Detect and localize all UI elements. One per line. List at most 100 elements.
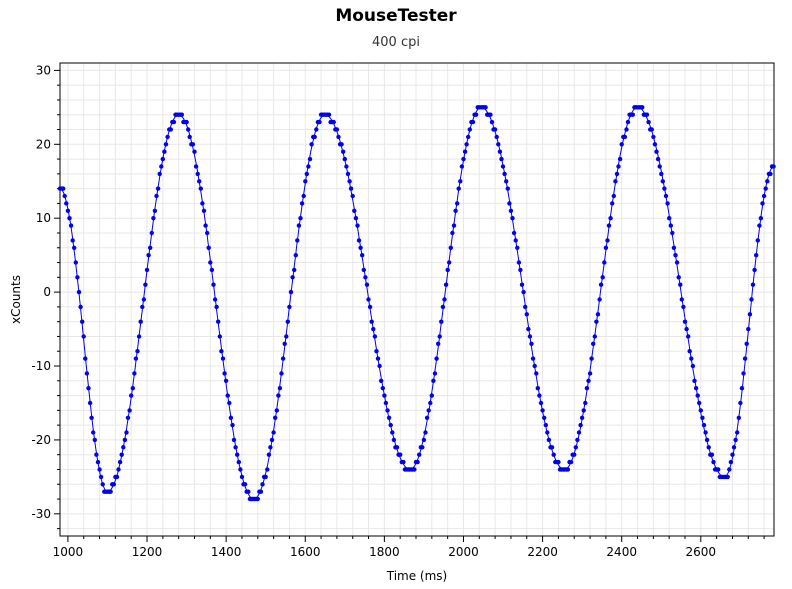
data-point bbox=[81, 334, 86, 339]
data-point bbox=[744, 341, 749, 346]
data-point bbox=[375, 356, 381, 361]
data-point bbox=[470, 119, 476, 125]
y-axis-title: xCounts bbox=[9, 275, 23, 324]
data-point bbox=[239, 474, 245, 480]
data-point bbox=[529, 341, 534, 346]
data-point bbox=[543, 422, 548, 428]
data-point bbox=[545, 430, 550, 435]
data-point bbox=[100, 482, 105, 487]
data-point bbox=[255, 496, 260, 502]
data-point bbox=[453, 208, 458, 213]
data-point bbox=[725, 474, 730, 480]
data-point bbox=[497, 149, 503, 154]
data-point bbox=[309, 142, 314, 147]
data-point bbox=[728, 459, 734, 465]
data-point bbox=[219, 349, 224, 354]
data-point bbox=[649, 127, 654, 132]
data-point bbox=[341, 149, 346, 154]
data-point bbox=[67, 216, 72, 221]
data-point bbox=[757, 223, 762, 228]
data-point bbox=[448, 245, 453, 250]
data-point bbox=[155, 186, 161, 191]
data-point bbox=[668, 223, 673, 228]
data-point bbox=[704, 437, 710, 443]
y-tick-label: -30 bbox=[31, 507, 51, 521]
data-point bbox=[379, 378, 384, 383]
y-tick-label: -10 bbox=[31, 359, 51, 373]
data-point bbox=[217, 334, 222, 339]
x-axis-title: Time (ms) bbox=[386, 569, 448, 583]
data-point bbox=[334, 127, 340, 132]
data-point bbox=[127, 408, 132, 413]
data-point bbox=[353, 216, 359, 221]
data-point bbox=[146, 253, 151, 258]
data-point bbox=[86, 386, 91, 391]
data-point bbox=[193, 164, 199, 169]
data-point bbox=[151, 216, 156, 221]
data-point bbox=[367, 304, 373, 310]
data-point bbox=[352, 208, 357, 213]
data-point bbox=[537, 393, 542, 398]
data-point bbox=[326, 112, 332, 117]
data-point bbox=[165, 134, 170, 140]
data-point bbox=[504, 179, 509, 184]
data-point bbox=[121, 445, 126, 450]
data-point bbox=[458, 179, 463, 184]
data-point bbox=[538, 400, 544, 406]
data-point bbox=[260, 482, 265, 487]
data-point bbox=[459, 164, 465, 169]
data-point bbox=[542, 415, 547, 420]
data-point bbox=[733, 437, 738, 443]
data-point bbox=[374, 349, 379, 354]
data-point bbox=[565, 467, 571, 472]
data-point bbox=[348, 186, 354, 191]
data-point bbox=[750, 282, 756, 287]
data-point bbox=[754, 253, 759, 258]
data-point bbox=[273, 415, 278, 420]
y-tick-label: 0 bbox=[43, 285, 51, 299]
data-point bbox=[347, 179, 352, 184]
data-point bbox=[667, 216, 672, 221]
data-point bbox=[288, 289, 294, 295]
data-point bbox=[540, 408, 545, 413]
data-point bbox=[162, 149, 167, 154]
data-point bbox=[149, 230, 154, 236]
data-point bbox=[716, 467, 721, 472]
data-point bbox=[355, 223, 360, 228]
data-point bbox=[500, 164, 506, 169]
data-point bbox=[140, 304, 145, 310]
data-point bbox=[198, 186, 203, 191]
data-point bbox=[130, 386, 135, 391]
data-point bbox=[129, 393, 134, 398]
data-point bbox=[682, 319, 688, 324]
data-point bbox=[524, 312, 529, 317]
data-point bbox=[736, 415, 741, 420]
data-point bbox=[296, 223, 302, 228]
data-point bbox=[605, 238, 610, 243]
data-point bbox=[366, 297, 371, 302]
data-point bbox=[521, 289, 526, 295]
data-point bbox=[360, 253, 365, 258]
data-point bbox=[116, 467, 121, 472]
data-point bbox=[157, 171, 162, 177]
data-point bbox=[377, 363, 382, 369]
data-point bbox=[141, 297, 147, 302]
data-point bbox=[205, 230, 210, 236]
data-point bbox=[301, 193, 306, 199]
data-point bbox=[771, 164, 776, 169]
data-point bbox=[597, 297, 602, 302]
data-point bbox=[660, 179, 665, 184]
data-point bbox=[356, 238, 362, 243]
data-point bbox=[695, 393, 700, 398]
data-point bbox=[505, 186, 510, 191]
data-point bbox=[516, 260, 522, 265]
data-point bbox=[80, 319, 85, 324]
data-point bbox=[284, 334, 289, 339]
data-point bbox=[518, 267, 523, 273]
data-point bbox=[613, 179, 618, 184]
data-point bbox=[203, 223, 208, 228]
data-point bbox=[678, 282, 683, 287]
data-point bbox=[401, 459, 406, 465]
data-point bbox=[492, 127, 498, 132]
data-point bbox=[442, 297, 447, 302]
